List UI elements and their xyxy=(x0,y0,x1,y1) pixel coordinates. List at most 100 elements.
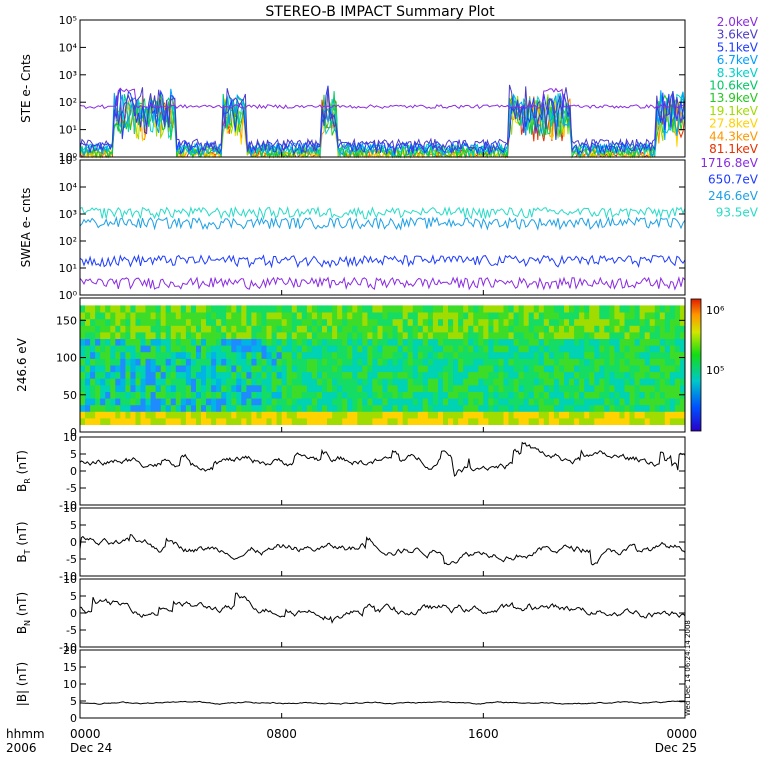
heatmap-cell xyxy=(644,351,651,359)
heatmap-cell xyxy=(382,398,388,406)
y-axis-label: BT (nT) xyxy=(15,521,32,562)
heatmap-cell xyxy=(85,351,91,359)
heatmap-cell xyxy=(387,338,393,346)
heatmap-cell xyxy=(180,305,187,313)
heatmap-cell xyxy=(654,312,661,320)
heatmap-cell xyxy=(85,365,91,373)
heatmap-cell xyxy=(569,351,575,359)
heatmap-cell xyxy=(105,417,111,425)
heatmap-cell xyxy=(443,398,449,406)
heatmap-cell xyxy=(680,404,686,412)
heatmap-cell xyxy=(266,358,272,366)
heatmap-cell xyxy=(432,312,439,320)
heatmap-cell xyxy=(221,331,227,339)
heatmap-cell xyxy=(311,398,318,406)
heatmap-cell xyxy=(347,338,353,346)
heatmap-cell xyxy=(362,358,368,366)
heatmap-cell xyxy=(165,358,172,366)
heatmap-cell xyxy=(377,378,383,386)
heatmap-cell xyxy=(543,398,550,406)
heatmap-cell xyxy=(322,417,328,425)
heatmap-cell xyxy=(357,331,363,339)
panel-frame xyxy=(79,507,686,577)
heatmap-cell xyxy=(201,331,207,339)
heatmap-cell xyxy=(473,404,479,412)
heatmap-cell xyxy=(609,411,615,419)
heatmap-cell xyxy=(286,365,293,373)
heatmap-cell xyxy=(322,378,328,386)
heatmap-cell xyxy=(448,391,454,399)
heatmap-cell xyxy=(553,305,560,313)
heatmap-cell xyxy=(574,391,580,399)
heatmap-cell xyxy=(458,391,464,399)
heatmap-cell xyxy=(236,378,242,386)
heatmap-cell xyxy=(448,411,454,419)
heatmap-cell xyxy=(80,411,86,419)
heatmap-cell xyxy=(165,378,172,386)
heatmap-cell xyxy=(90,325,96,333)
heatmap-cell xyxy=(664,338,671,346)
heatmap-cell xyxy=(538,391,545,399)
heatmap-cell xyxy=(669,345,676,353)
heatmap-cell xyxy=(533,345,540,353)
heatmap-cell xyxy=(659,318,666,326)
heatmap-cell xyxy=(105,358,111,366)
heatmap-cell xyxy=(443,312,449,320)
heatmap-cell xyxy=(135,358,141,366)
heatmap-cell xyxy=(443,351,449,359)
heatmap-cell xyxy=(211,391,217,399)
heatmap-cell xyxy=(659,325,666,333)
heatmap-cell xyxy=(125,384,131,392)
heatmap-cell xyxy=(589,325,595,333)
heatmap-cell xyxy=(201,358,207,366)
heatmap-cell xyxy=(412,312,419,320)
heatmap-cell xyxy=(448,384,454,392)
heatmap-cell xyxy=(498,411,504,419)
heatmap-cell xyxy=(135,371,141,379)
heatmap-cell xyxy=(458,318,464,326)
heatmap-cell xyxy=(281,417,288,425)
heatmap-cell xyxy=(347,384,353,392)
heatmap-cell xyxy=(100,404,106,412)
heatmap-cell xyxy=(372,411,378,419)
heatmap-cell xyxy=(498,365,504,373)
heatmap-cell xyxy=(523,338,530,346)
heatmap-cell xyxy=(317,358,323,366)
heatmap-cell xyxy=(377,365,383,373)
heatmap-cell xyxy=(387,404,393,412)
heatmap-cell xyxy=(513,318,520,326)
heatmap-cell xyxy=(508,325,514,333)
heatmap-cell xyxy=(624,378,630,386)
heatmap-cell xyxy=(397,351,404,359)
heatmap-cell xyxy=(347,345,353,353)
heatmap-cell xyxy=(271,331,278,339)
heatmap-cell xyxy=(553,338,560,346)
heatmap-cell xyxy=(533,411,540,419)
heatmap-cell xyxy=(664,398,671,406)
heatmap-cell xyxy=(236,365,242,373)
heatmap-cell xyxy=(553,391,560,399)
heatmap-cell xyxy=(493,331,499,339)
heatmap-cell xyxy=(185,391,192,399)
heatmap-cell xyxy=(196,404,202,412)
heatmap-cell xyxy=(211,365,217,373)
heatmap-cell xyxy=(95,378,101,386)
heatmap-cell xyxy=(427,338,434,346)
heatmap-cell xyxy=(639,331,646,339)
heatmap-cell xyxy=(594,378,600,386)
heatmap-cell xyxy=(432,365,439,373)
heatmap-cell xyxy=(100,351,106,359)
heatmap-cell xyxy=(407,398,414,406)
heatmap-cell xyxy=(150,305,157,313)
panel-frame xyxy=(79,19,686,158)
heatmap-cell xyxy=(553,411,560,419)
heatmap-cell xyxy=(513,378,520,386)
heatmap-cell xyxy=(614,411,620,419)
heatmap-cell xyxy=(256,365,262,373)
heatmap-cell xyxy=(261,351,267,359)
heatmap-cell xyxy=(342,338,348,346)
heatmap-cell xyxy=(115,338,121,346)
heatmap-cell xyxy=(543,358,550,366)
heatmap-cell xyxy=(493,325,499,333)
heatmap-cell xyxy=(80,331,86,339)
